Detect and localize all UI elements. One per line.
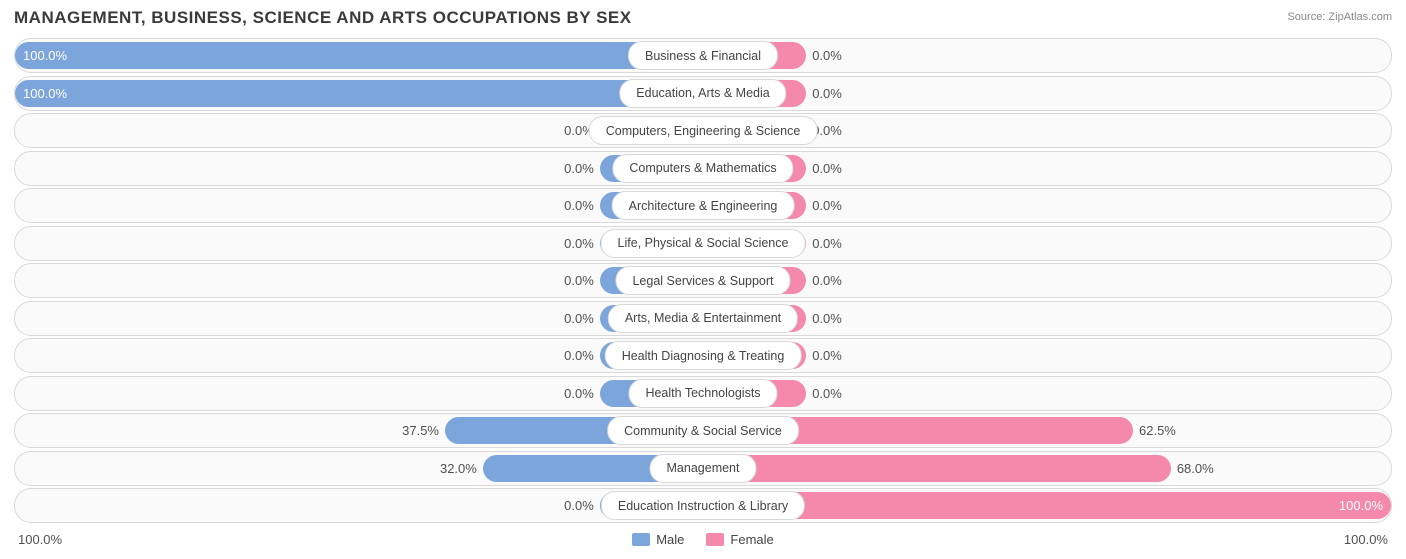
category-pill: Education, Arts & Media: [619, 79, 786, 108]
male-percent: 0.0%: [564, 227, 594, 260]
male-percent: 100.0%: [23, 39, 67, 72]
chart-row: 0.0% 0.0% Legal Services & Support: [14, 263, 1392, 298]
female-percent: 100.0%: [1339, 489, 1383, 522]
female-percent: 0.0%: [812, 77, 842, 110]
chart-row: 100.0% 0.0% Business & Financial: [14, 38, 1392, 73]
female-percent: 62.5%: [1139, 414, 1176, 447]
female-percent: 0.0%: [812, 377, 842, 410]
category-pill: Computers & Mathematics: [612, 154, 793, 183]
female-percent: 0.0%: [812, 152, 842, 185]
chart-row: 100.0% 0.0% Education, Arts & Media: [14, 76, 1392, 111]
chart-title: MANAGEMENT, BUSINESS, SCIENCE AND ARTS O…: [14, 8, 632, 28]
chart-row: 37.5% 62.5% Community & Social Service: [14, 413, 1392, 448]
male-bar: [15, 42, 703, 69]
male-percent: 100.0%: [23, 77, 67, 110]
chart-header: MANAGEMENT, BUSINESS, SCIENCE AND ARTS O…: [0, 0, 1406, 32]
axis-right-label: 100.0%: [1344, 532, 1388, 547]
chart-row: 0.0% 0.0% Health Technologists: [14, 376, 1392, 411]
chart-row: 0.0% 0.0%Life, Physical & Social Science: [14, 226, 1392, 261]
female-percent: 68.0%: [1177, 452, 1214, 485]
male-bar: [15, 80, 703, 107]
chart-row: 0.0% 100.0% Education Instruction & Librar…: [14, 488, 1392, 523]
axis-left-label: 100.0%: [18, 532, 62, 547]
category-pill: Business & Financial: [628, 41, 778, 70]
male-percent: 0.0%: [564, 489, 594, 522]
female-percent: 0.0%: [812, 339, 842, 372]
category-pill: Health Technologists: [628, 379, 777, 408]
chart-row: 0.0% 0.0% Health Diagnosing & Treating: [14, 338, 1392, 373]
category-pill: Life, Physical & Social Science: [601, 229, 806, 258]
category-pill: Architecture & Engineering: [612, 191, 795, 220]
female-percent: 0.0%: [812, 189, 842, 222]
category-pill: Computers, Engineering & Science: [589, 116, 818, 145]
female-percent: 0.0%: [812, 302, 842, 335]
category-pill: Management: [650, 454, 757, 483]
male-percent: 0.0%: [564, 377, 594, 410]
male-percent: 0.0%: [564, 264, 594, 297]
legend-male-swatch: [632, 533, 650, 546]
legend-female: Female: [706, 532, 773, 547]
chart-body: 100.0%0.0%Business & Financial100.0%0.0%…: [0, 32, 1406, 523]
male-percent: 32.0%: [440, 452, 477, 485]
male-percent: 0.0%: [564, 339, 594, 372]
legend-male-label: Male: [656, 532, 684, 547]
male-percent: 0.0%: [564, 302, 594, 335]
chart-row: 0.0% 0.0% Computers & Mathematics: [14, 151, 1392, 186]
legend-male: Male: [632, 532, 684, 547]
category-pill: Health Diagnosing & Treating: [605, 341, 802, 370]
category-pill: Education Instruction & Library: [601, 491, 805, 520]
male-percent: 0.0%: [564, 189, 594, 222]
female-bar: [703, 492, 1391, 519]
chart-row: 0.0% 0.0% Architecture & Engineering: [14, 188, 1392, 223]
category-pill: Community & Social Service: [607, 416, 799, 445]
female-bar: [703, 455, 1171, 482]
legend-female-label: Female: [730, 532, 773, 547]
category-pill: Arts, Media & Entertainment: [608, 304, 798, 333]
female-percent: 0.0%: [812, 39, 842, 72]
chart-row: 0.0%0.0%Computers, Engineering & Science: [14, 113, 1392, 148]
category-pill: Legal Services & Support: [615, 266, 790, 295]
chart-axis: 100.0% Male Female 100.0%: [0, 526, 1406, 547]
chart-source: Source: ZipAtlas.com: [1287, 8, 1392, 23]
legend-female-swatch: [706, 533, 724, 546]
male-percent: 0.0%: [564, 152, 594, 185]
female-percent: 0.0%: [812, 264, 842, 297]
chart-row: 0.0% 0.0% Arts, Media & Entertainment: [14, 301, 1392, 336]
female-percent: 0.0%: [812, 227, 842, 260]
male-percent: 37.5%: [402, 414, 439, 447]
chart-row: 32.0% 68.0% Management: [14, 451, 1392, 486]
chart-legend: Male Female: [632, 532, 774, 547]
